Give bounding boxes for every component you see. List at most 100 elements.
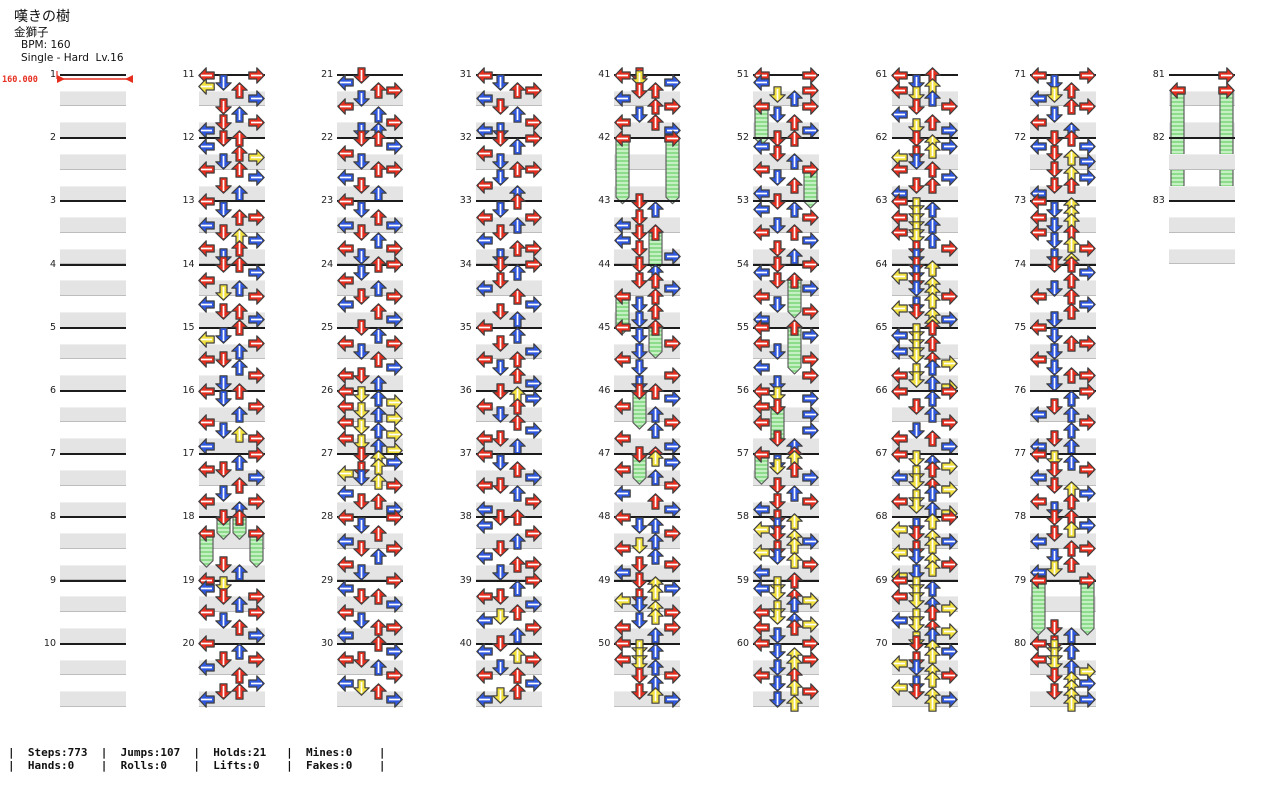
note-arrow-right	[386, 540, 404, 558]
note-arrow-down	[492, 607, 509, 625]
note-arrow-down	[492, 153, 509, 171]
note-arrow-left	[891, 66, 909, 84]
note-arrow-down	[215, 303, 232, 321]
measure-number: 11	[182, 69, 195, 80]
note-arrow-right	[663, 74, 681, 92]
note-arrow-up	[785, 153, 803, 171]
note-arrow-down	[353, 516, 371, 534]
measure-line	[891, 390, 958, 392]
note-arrow-left	[752, 161, 770, 179]
note-arrow-right	[525, 595, 542, 613]
measure-number: 68	[875, 511, 888, 523]
note-arrow-down	[630, 611, 648, 629]
note-arrow-down	[215, 177, 232, 194]
note-arrow-up	[508, 193, 526, 210]
note-arrow-up	[508, 556, 526, 574]
measure-line	[1168, 74, 1235, 76]
note-arrow-down	[1046, 343, 1064, 360]
note-arrow-up	[924, 406, 942, 423]
note-arrow-right	[525, 161, 542, 179]
beat-stripe	[475, 90, 542, 107]
note-arrow-left	[1030, 651, 1047, 668]
note-arrow-right	[663, 690, 681, 708]
note-arrow-left	[475, 667, 493, 684]
bpm-label: BPM: 160	[21, 39, 71, 51]
measure-number: 18	[182, 511, 195, 523]
note-arrow-left	[752, 667, 770, 684]
note-arrow-right	[248, 335, 265, 352]
note-arrow-down	[492, 509, 509, 526]
note-arrow-up	[924, 513, 942, 530]
note-arrow-down	[1046, 358, 1064, 376]
note-arrow-right	[1079, 414, 1097, 431]
measure-line	[1030, 326, 1097, 329]
note-arrow-up	[370, 232, 387, 250]
beat-stripe	[198, 90, 265, 107]
note-arrow-up	[370, 406, 387, 423]
note-arrow-down	[908, 473, 925, 491]
note-arrow-down	[353, 611, 371, 629]
measure-line	[1030, 390, 1097, 392]
measure: 68	[876, 509, 958, 585]
beat-stripe	[1168, 90, 1235, 107]
note-arrow-down	[769, 430, 787, 447]
note-arrow-down	[630, 240, 648, 258]
beat-stripe	[60, 311, 126, 328]
note-arrow-left	[891, 611, 909, 629]
measure-number: 45	[598, 321, 611, 333]
measure-line	[753, 453, 819, 456]
note-arrow-right	[386, 477, 404, 495]
note-arrow-down	[630, 224, 648, 242]
note-arrow-up	[924, 216, 942, 234]
note-arrow-left	[891, 544, 909, 562]
note-arrow-up	[924, 260, 942, 277]
measure: 45	[598, 319, 681, 392]
beat-stripe	[1030, 596, 1097, 612]
note-arrow-right	[248, 232, 265, 250]
note-arrow-down	[215, 374, 232, 392]
measure-number: 57	[736, 448, 749, 460]
measure: 54	[737, 256, 820, 329]
note-arrow-down	[769, 477, 787, 495]
beat-stripe	[60, 343, 126, 360]
note-arrow-left	[891, 161, 909, 179]
note-arrow-down	[215, 351, 232, 368]
note-arrow-right	[941, 98, 958, 115]
note-arrow-up	[231, 619, 249, 637]
note-arrow-down	[1046, 430, 1064, 447]
note-arrow-up	[647, 224, 664, 242]
note-arrow-right	[386, 572, 404, 589]
note-arrow-up	[370, 106, 387, 123]
note-arrow-right	[248, 524, 265, 542]
measure-number: 59	[736, 574, 749, 586]
note-arrow-right	[386, 453, 404, 471]
note-arrow-right	[802, 98, 820, 115]
measure-line	[198, 453, 265, 456]
measure: 19	[183, 572, 265, 645]
note-arrow-right	[386, 82, 404, 100]
beat-stripe	[337, 533, 404, 549]
note-arrow-up	[231, 595, 249, 613]
note-arrow-left	[1030, 66, 1047, 84]
measure: 32	[460, 129, 542, 202]
note-arrow-up	[647, 449, 664, 467]
note-arrow-left	[891, 520, 909, 538]
note-arrow-up	[508, 398, 526, 416]
note-arrow-left	[198, 524, 216, 542]
note-arrow-left	[614, 216, 631, 234]
note-arrow-up	[508, 366, 526, 384]
measure: 11	[183, 66, 265, 139]
note-arrow-up	[924, 358, 942, 376]
beat-stripe	[337, 153, 404, 170]
note-arrow-up	[231, 667, 249, 684]
measure-number: 19	[182, 574, 195, 586]
measure-line	[753, 642, 819, 645]
measure-line	[60, 453, 126, 456]
note-arrow-up	[785, 552, 803, 570]
note-arrow-up	[647, 493, 664, 510]
note-arrow-up	[647, 114, 664, 131]
note-arrow-up	[370, 524, 387, 542]
measure-line	[337, 453, 404, 456]
note-arrow-right	[525, 619, 542, 637]
note-arrow-down	[215, 588, 232, 605]
